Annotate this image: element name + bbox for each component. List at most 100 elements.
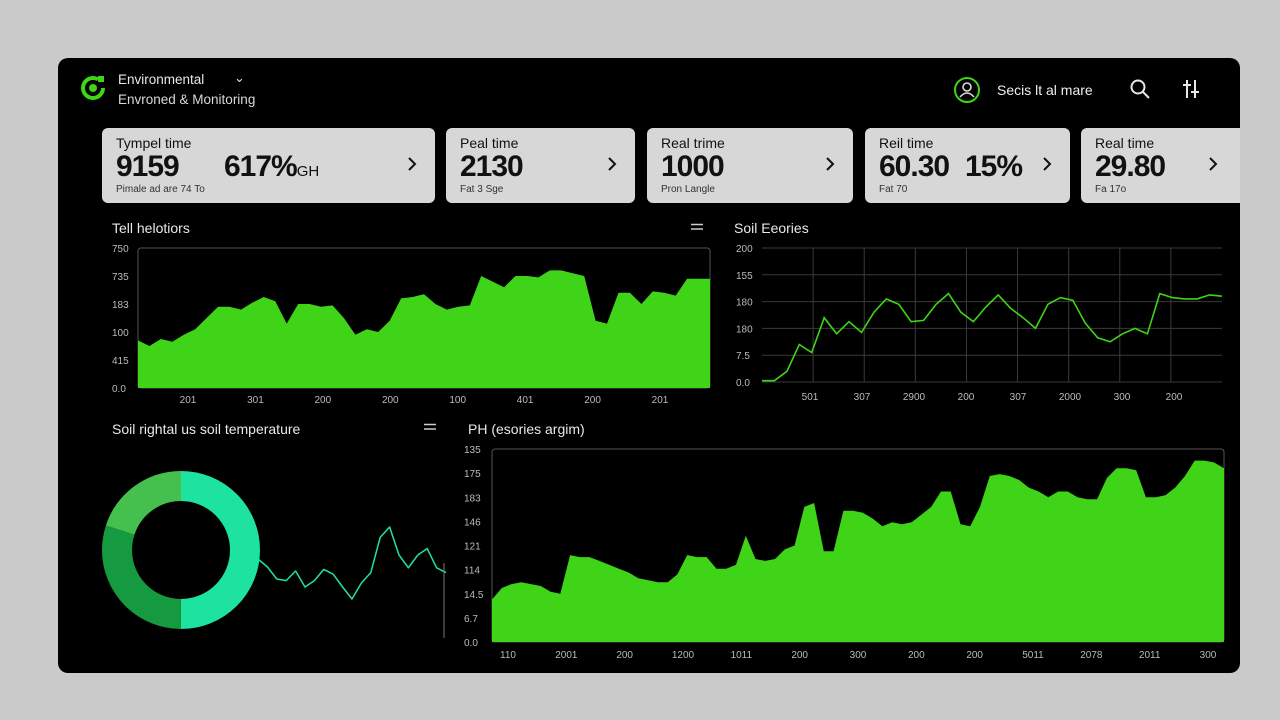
chevron-down-icon[interactable]: ⌄ (234, 70, 245, 85)
pie-slice (102, 471, 260, 629)
y-tick-label: 7.5 (736, 351, 750, 362)
y-tick-label: 750 (112, 244, 129, 255)
dashboard-panel: Environmental ⌄ Envroned & Monitoring Se… (58, 58, 1240, 673)
x-tick-label: 200 (315, 395, 332, 406)
area-chart: 750 735 183 100 415 0.0 201 301 200 200 100 401 200 2… (112, 244, 711, 406)
chevron-right-icon[interactable] (1042, 156, 1052, 172)
x-tick-label: 307 (854, 392, 871, 403)
chevron-right-icon[interactable] (825, 156, 835, 172)
x-tick-label: 2011 (1139, 650, 1161, 661)
x-tick-label: 1011 (731, 650, 753, 661)
card-subtext: Pimale ad are 74 To (116, 184, 205, 195)
y-tick-label: 121 (464, 542, 481, 553)
x-tick-label: 110 (500, 650, 516, 661)
x-tick-label: 1200 (672, 650, 695, 661)
card-label: Tympel time (116, 135, 192, 151)
y-tick-label: 0.0 (112, 384, 126, 395)
search-icon[interactable] (1129, 78, 1151, 100)
stat-card[interactable]: Peal time 2130 Fat 3 Sge (446, 128, 635, 203)
y-tick-label: 175 (464, 469, 481, 480)
chevron-right-icon[interactable] (607, 156, 617, 172)
x-tick-label: 401 (517, 395, 534, 406)
y-tick-label: 100 (112, 328, 129, 339)
y-tick-label: 155 (736, 271, 753, 282)
x-tick-label: 300 (1200, 650, 1217, 661)
area-chart-large: 135 175 183 146 121 114 14.5 6.7 0.0 110 2001 200 12… (464, 445, 1225, 661)
app-name: Environmental (118, 72, 205, 87)
x-tick-label: 200 (958, 392, 975, 403)
x-tick-label: 2000 (1059, 392, 1082, 403)
y-tick-label: 183 (112, 300, 129, 311)
chevron-right-icon[interactable] (407, 156, 417, 172)
line-series (762, 292, 1223, 382)
x-tick-label: 501 (802, 392, 819, 403)
y-tick-label: 180 (736, 298, 753, 309)
y-tick-label: 146 (464, 517, 481, 528)
x-tick-label: 300 (1114, 392, 1131, 403)
card-subtext: Fa 17o (1095, 184, 1127, 195)
brand-logo-icon (81, 76, 105, 100)
x-tick-label: 100 (449, 395, 466, 406)
card-label: Reil time (879, 135, 934, 151)
card-value-secondary: 15% (965, 150, 1023, 183)
wave-series (257, 526, 447, 600)
card-subtext: Pron Langle (661, 184, 715, 195)
y-tick-label: 114 (464, 566, 480, 577)
chart-title: Soil rightal us soil temperature (112, 421, 301, 437)
card-label: Real time (1095, 135, 1155, 151)
card-value-secondary: 617%GH (224, 150, 320, 183)
x-tick-label: 2078 (1080, 650, 1103, 661)
card-value: 1000 (661, 150, 725, 183)
x-tick-label: 200 (382, 395, 399, 406)
user-avatar-icon[interactable] (953, 76, 981, 104)
chevron-right-icon[interactable] (1208, 156, 1218, 172)
x-tick-label: 200 (1166, 392, 1183, 403)
menu-icon[interactable] (691, 223, 703, 231)
y-tick-label: 180 (736, 324, 753, 335)
area-series (138, 270, 710, 388)
x-tick-label: 300 (850, 650, 867, 661)
line-chart: 200 155 180 180 7.5 0.0 501 307 2900 200 307 2000 30… (736, 244, 1223, 403)
donut-chart (102, 471, 447, 638)
card-value: 29.80 (1095, 150, 1166, 183)
area-series (492, 460, 1224, 642)
x-tick-label: 2900 (903, 392, 926, 403)
y-tick-label: 6.7 (464, 614, 478, 625)
card-label: Real trime (661, 135, 725, 151)
y-tick-label: 415 (112, 356, 129, 367)
menu-icon[interactable] (424, 423, 436, 431)
card-value: 60.30 (879, 150, 950, 183)
stat-card[interactable]: Real time 29.80 Fa 17o (1081, 128, 1240, 203)
chart-title: PH (esories argim) (468, 421, 585, 437)
x-tick-label: 301 (247, 395, 264, 406)
card-subtext: Fat 3 Sge (460, 184, 504, 195)
y-tick-label: 0.0 (736, 378, 750, 389)
app-subtitle: Envroned & Monitoring (118, 92, 256, 107)
stat-card[interactable]: Reil time 60.30 15% Fat 70 (865, 128, 1070, 203)
x-tick-label: 200 (791, 650, 808, 661)
x-tick-label: 200 (616, 650, 633, 661)
card-subtext: Fat 70 (879, 184, 908, 195)
x-tick-label: 5011 (1022, 650, 1044, 661)
stat-card[interactable]: Tympel time 9159 617%GH Pimale ad are 74… (102, 128, 435, 203)
chart-title: Soil Eeories (734, 220, 809, 236)
y-tick-label: 135 (464, 445, 481, 456)
y-tick-label: 14.5 (464, 590, 484, 601)
y-tick-label: 183 (464, 493, 481, 504)
x-tick-label: 200 (584, 395, 601, 406)
x-tick-label: 307 (1010, 392, 1027, 403)
user-name[interactable]: Secis lt al mare (997, 82, 1093, 98)
stat-card[interactable]: Real trime 1000 Pron Langle (647, 128, 853, 203)
settings-sliders-icon[interactable] (1180, 78, 1202, 100)
x-tick-label: 2001 (555, 650, 578, 661)
y-tick-label: 0.0 (464, 638, 478, 649)
x-tick-label: 200 (966, 650, 983, 661)
card-value: 9159 (116, 150, 180, 183)
y-tick-label: 735 (112, 272, 129, 283)
y-tick-label: 200 (736, 244, 753, 255)
chart-title: Tell helotiors (112, 220, 190, 236)
pie-slice (102, 471, 260, 629)
card-label: Peal time (460, 135, 519, 151)
x-tick-label: 200 (908, 650, 925, 661)
card-value: 2130 (460, 150, 524, 183)
